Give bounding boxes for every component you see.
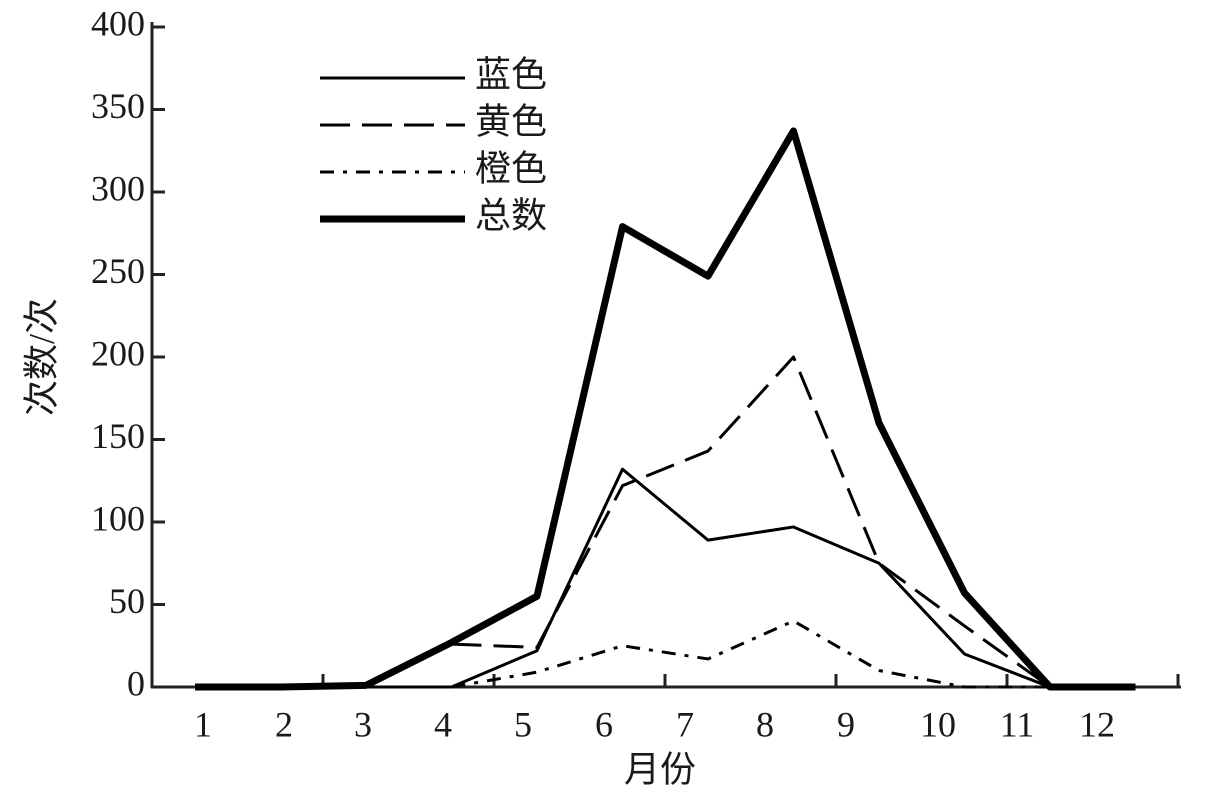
y-tick-label: 250 (91, 251, 145, 291)
x-tick-label: 1 (194, 704, 212, 744)
x-tick-label: 4 (434, 704, 452, 744)
y-axis-label: 次数/次 (21, 298, 61, 416)
y-tick-label: 400 (91, 3, 145, 43)
y-tick-label: 0 (127, 663, 145, 703)
x-tick-label: 3 (354, 704, 372, 744)
series-line (451, 355, 1051, 689)
x-tick-label: 12 (1079, 704, 1115, 744)
x-tick-label: 6 (595, 704, 613, 744)
series-line (366, 467, 1051, 689)
legend-label: 橙色 (475, 148, 547, 188)
legend-label: 蓝色 (475, 54, 547, 94)
series-line (451, 619, 1050, 689)
y-tick-label: 300 (91, 168, 145, 208)
x-axis-label: 月份 (624, 749, 696, 789)
x-tick-label: 8 (756, 704, 774, 744)
y-tick-label: 150 (91, 416, 145, 456)
y-tick-label: 200 (91, 333, 145, 373)
x-tick-label: 7 (676, 704, 694, 744)
y-tick-label: 350 (91, 86, 145, 126)
x-tick-label: 2 (275, 704, 293, 744)
x-tick-label: 9 (837, 704, 855, 744)
y-tick-label: 100 (91, 498, 145, 538)
y-tick-label: 50 (109, 581, 145, 621)
x-tick-label: 11 (1000, 704, 1035, 744)
legend-label: 黄色 (475, 101, 547, 141)
series-line (195, 127, 1136, 691)
legend-label: 总数 (475, 195, 547, 235)
x-tick-label: 5 (514, 704, 532, 744)
x-tick-label: 10 (920, 704, 956, 744)
